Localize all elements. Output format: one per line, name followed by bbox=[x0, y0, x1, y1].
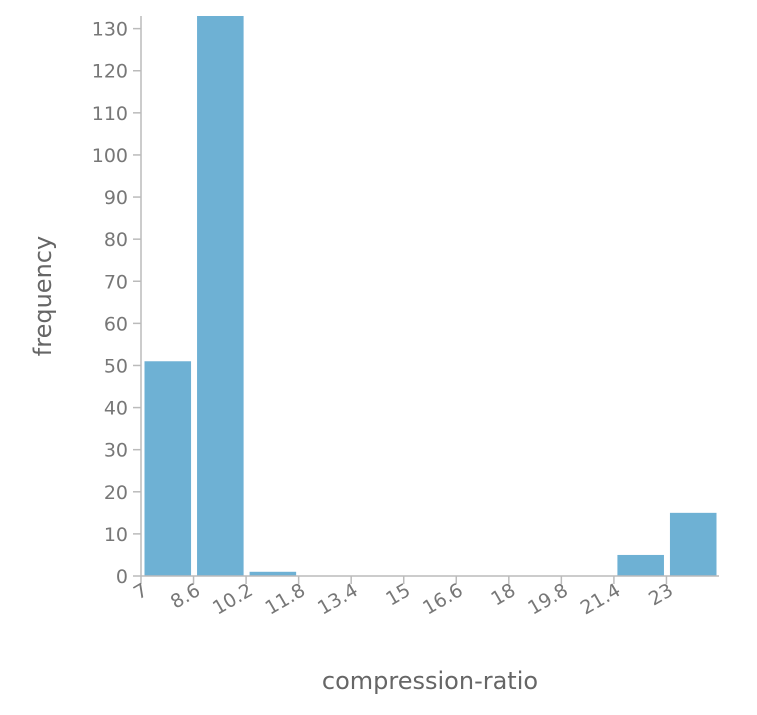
y-tick-label: 20 bbox=[104, 482, 128, 504]
y-axis: 0 10 20 30 40 50 60 70 80 90 100 110 120 130 bbox=[92, 16, 142, 588]
x-tick-label: 15 bbox=[382, 579, 414, 610]
histogram-bar bbox=[669, 512, 717, 576]
x-tick-label: 16.6 bbox=[419, 579, 467, 619]
histogram-bar bbox=[144, 361, 192, 576]
x-axis: 7 8.6 10.2 11.8 13.4 15 16.6 18 19.8 21.4 23 bbox=[130, 575, 719, 619]
y-tick-label: 60 bbox=[104, 313, 128, 335]
histogram-bar bbox=[249, 571, 297, 576]
y-tick-label: 110 bbox=[92, 103, 128, 125]
x-tick-label: 10.2 bbox=[209, 579, 257, 619]
histogram-bar bbox=[197, 16, 244, 576]
y-tick-label: 120 bbox=[92, 61, 128, 83]
histogram-bar bbox=[617, 554, 664, 576]
x-axis-title: compression-ratio bbox=[322, 667, 538, 695]
y-axis-title: frequency bbox=[29, 236, 57, 356]
y-tick-label: 90 bbox=[104, 187, 128, 209]
y-tick-label: 80 bbox=[104, 229, 128, 251]
y-tick-label: 50 bbox=[104, 355, 128, 377]
x-tick-label: 21.4 bbox=[577, 579, 625, 619]
x-tick-label: 8.6 bbox=[167, 579, 204, 613]
y-tick-label: 100 bbox=[92, 145, 128, 167]
y-tick-label: 0 bbox=[116, 566, 128, 588]
y-tick-label: 30 bbox=[104, 440, 128, 462]
y-tick-label: 70 bbox=[104, 271, 128, 293]
x-tick-label: 18 bbox=[487, 579, 519, 610]
x-tick-label: 19.8 bbox=[524, 579, 572, 619]
y-tick-label: 40 bbox=[104, 398, 128, 420]
y-tick-label: 130 bbox=[92, 19, 128, 41]
x-tick-label: 11.8 bbox=[261, 579, 309, 619]
y-tick-label: 10 bbox=[104, 524, 128, 546]
x-tick-label: 7 bbox=[130, 579, 151, 604]
x-tick-label: 13.4 bbox=[314, 579, 362, 619]
bars-layer bbox=[144, 16, 717, 576]
x-tick-label: 23 bbox=[645, 579, 677, 610]
